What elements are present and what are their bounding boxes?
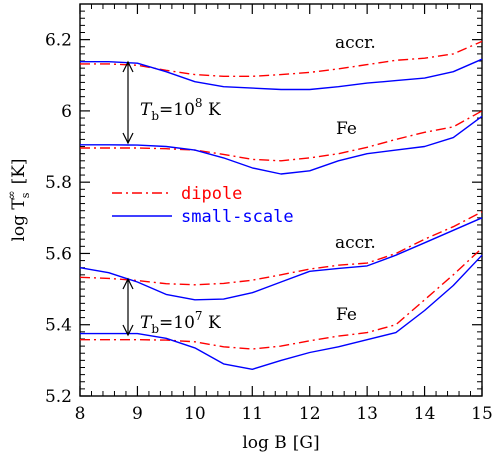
y-axis-label: log Ts∞[K] — [5, 158, 32, 241]
annotation-fe-upper: Fe — [336, 119, 357, 139]
x-tick-label: 14 — [414, 404, 436, 424]
x-tick-label: 9 — [132, 404, 143, 424]
tb-upper-arrow — [122, 60, 134, 145]
y-tick-label: 6.2 — [45, 31, 72, 51]
series-line-dipole — [80, 110, 483, 162]
series-line-dipole — [80, 247, 483, 350]
tb-lower-arrow — [122, 277, 134, 337]
legend-label-dipole: dipole — [181, 184, 242, 204]
series-line-small-scale — [80, 254, 483, 370]
annotation-fe-lower: Fe — [336, 305, 357, 325]
ticks: 8 9 10 11 12 13 14 15 5.2 5.4 5.6 5.8 6 6.2 — [45, 3, 493, 424]
y-tick-label: 6 — [61, 102, 72, 122]
series-line-dipole — [79, 211, 483, 286]
series-line-small-scale — [80, 58, 483, 91]
x-tick-label: 15 — [471, 404, 493, 424]
x-tick-label: 12 — [299, 404, 321, 424]
annotation-tb-upper: Tb=108 K — [140, 96, 221, 123]
y-tick-label: 5.2 — [45, 387, 72, 407]
series-line-small-scale — [80, 115, 483, 175]
annotation-accr-lower: accr. — [335, 233, 376, 253]
y-tick-label: 5.4 — [45, 316, 72, 336]
x-tick-label: 8 — [75, 404, 86, 424]
legend-label-small-scale: small-scale — [181, 207, 294, 227]
annotation-accr-upper: accr. — [335, 33, 376, 53]
x-tick-label: 11 — [241, 404, 263, 424]
series-layer — [79, 40, 483, 370]
annotation-tb-lower: Tb=107 K — [140, 309, 221, 336]
x-axis-label: log B [G] — [242, 433, 319, 453]
x-tick-label: 13 — [356, 404, 378, 424]
plot-frame — [79, 3, 483, 397]
series-line-dipole — [80, 40, 483, 78]
x-tick-label: 10 — [184, 404, 206, 424]
y-tick-label: 5.8 — [45, 173, 72, 193]
y-tick-label: 5.6 — [45, 244, 72, 264]
series-line-small-scale — [79, 217, 483, 301]
legend: dipole small-scale — [112, 184, 294, 227]
